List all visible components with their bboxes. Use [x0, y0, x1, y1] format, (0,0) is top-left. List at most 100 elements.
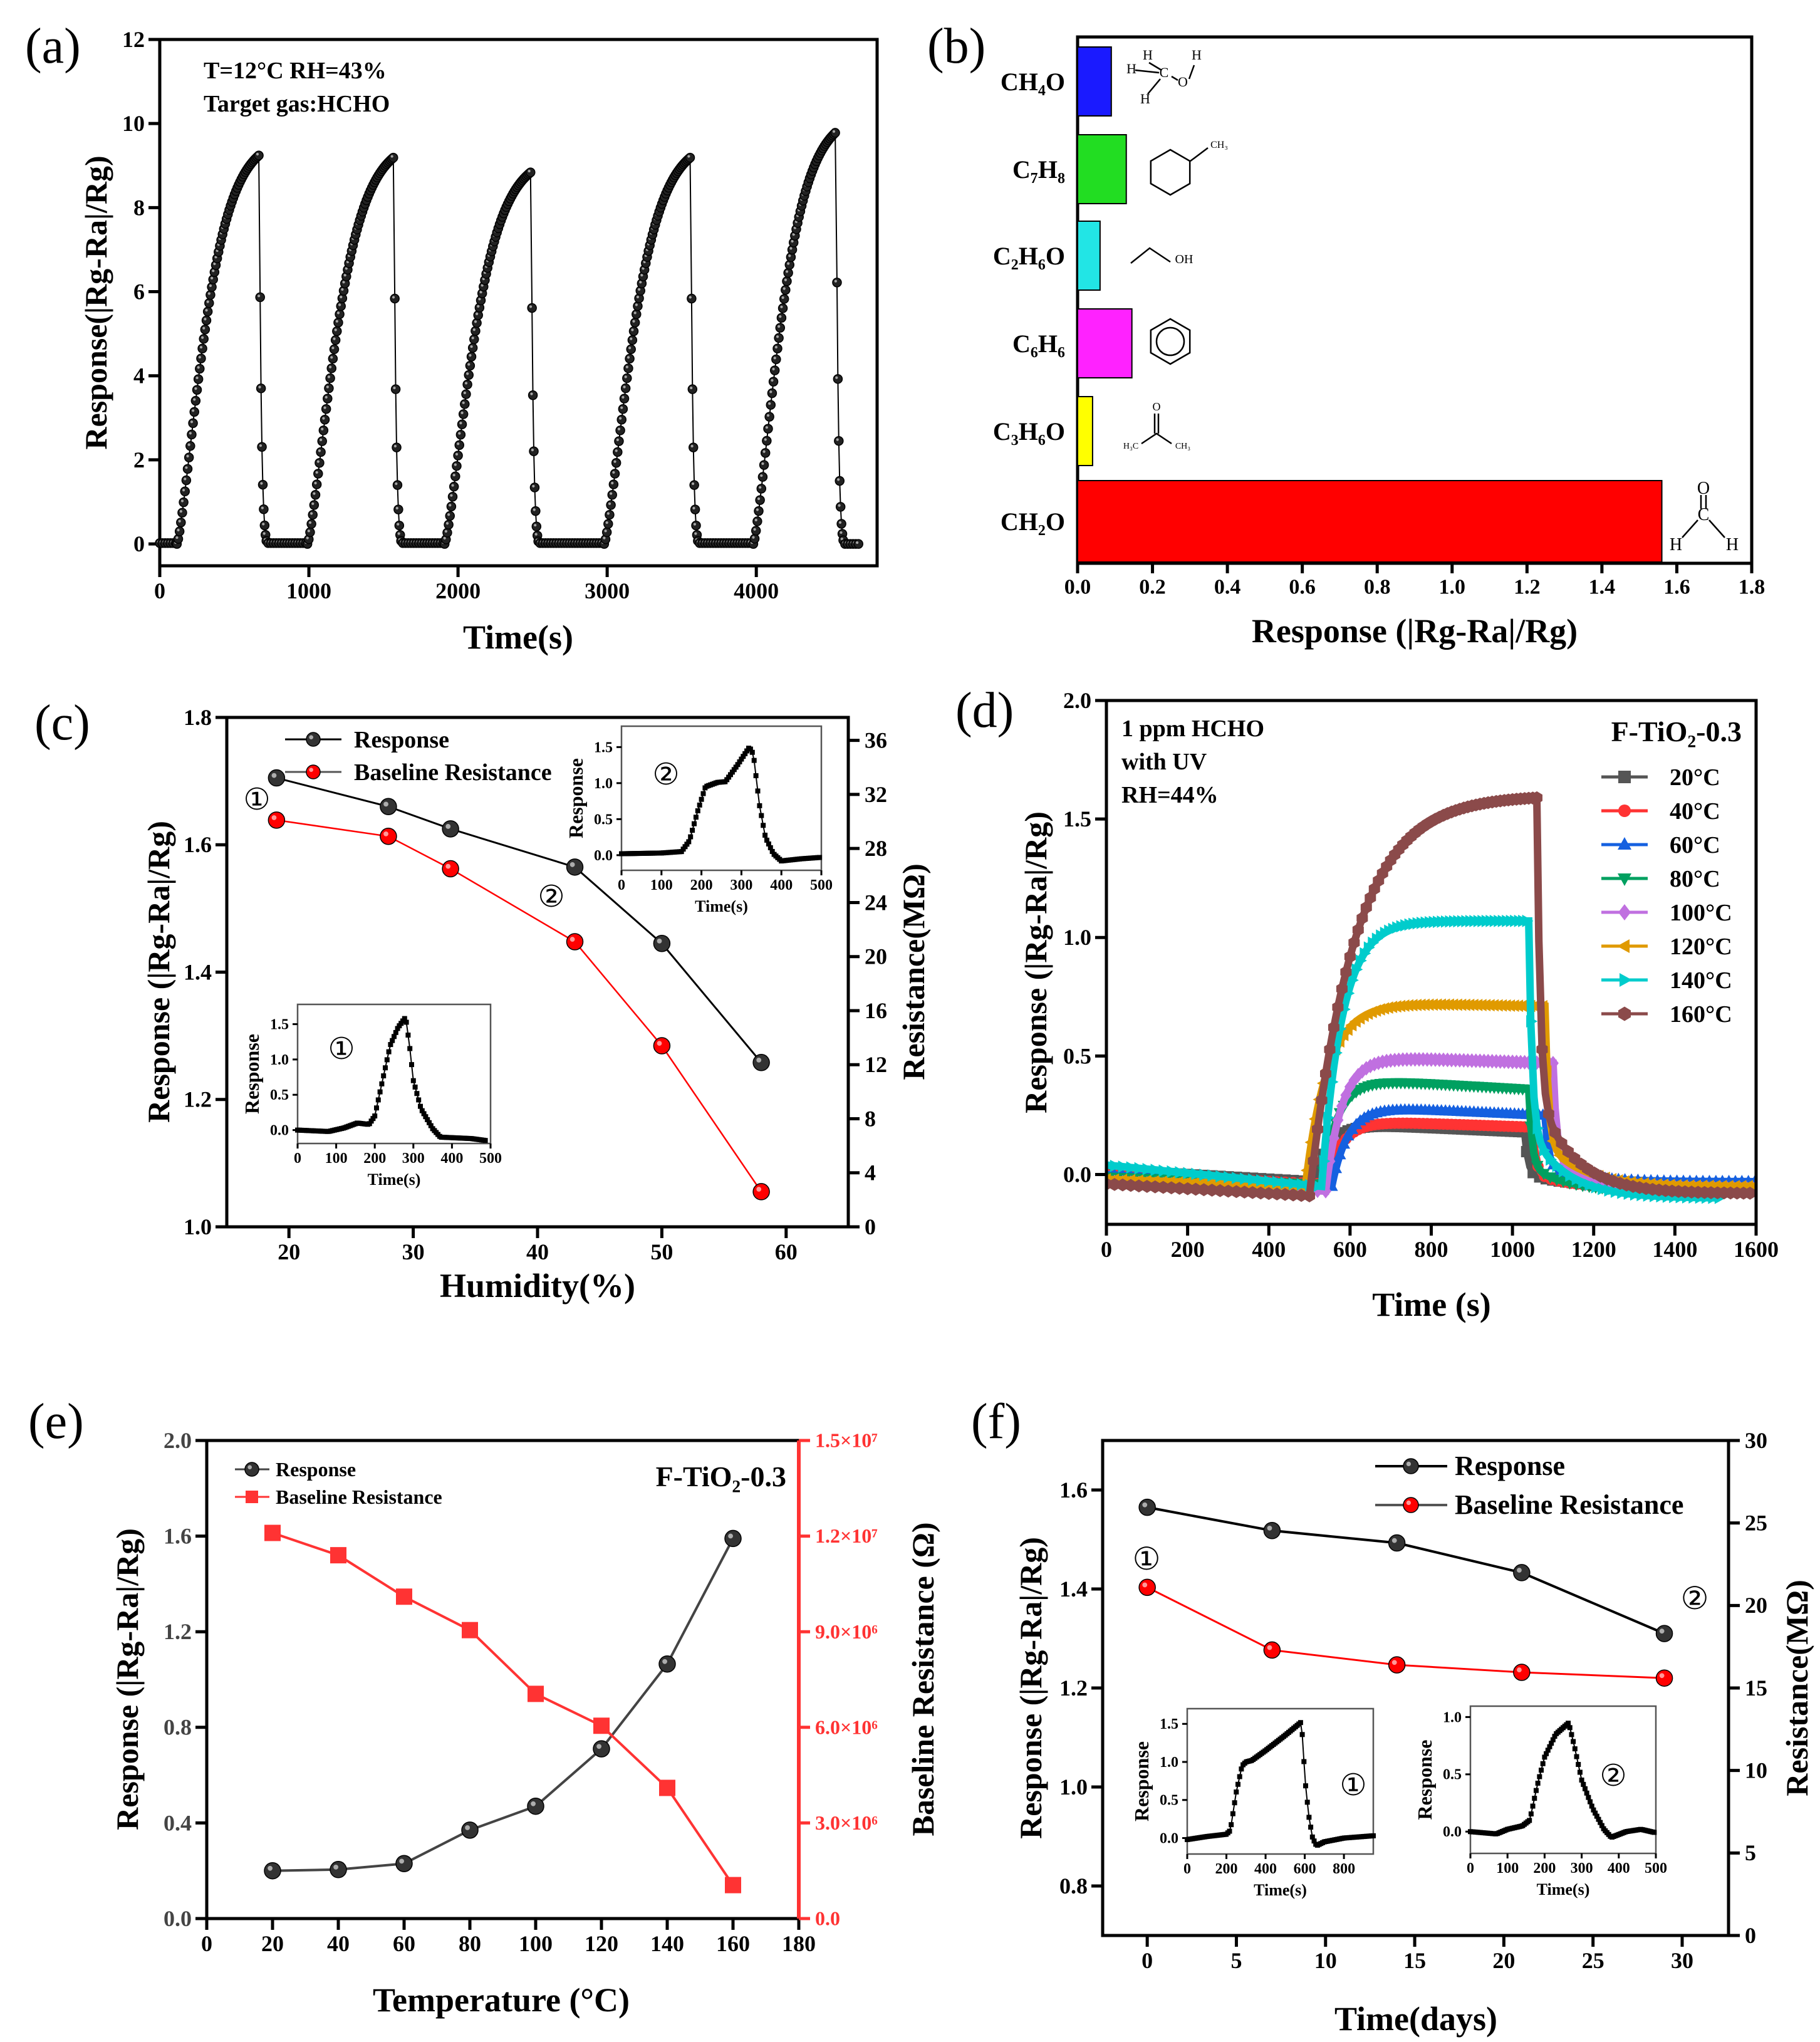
inset-point [1542, 1754, 1547, 1760]
data-point-highlight [457, 442, 460, 445]
inset-point [377, 1089, 383, 1095]
inset-point [724, 777, 730, 783]
inset-point [1306, 1815, 1312, 1820]
x-tick-label: 1600 [1734, 1237, 1779, 1262]
y2-tick-label: 0 [865, 1214, 876, 1239]
data-point-highlight [187, 443, 190, 446]
category-label: C₂H₆O [993, 242, 1065, 270]
data-point [1655, 1625, 1673, 1642]
bar-1 [1077, 134, 1127, 204]
x-tick-label: 0.0 [1064, 575, 1091, 598]
data-point [620, 383, 631, 393]
data-point [316, 447, 326, 457]
inset-x-title: Time(s) [368, 1170, 421, 1189]
data-point-highlight [455, 452, 459, 456]
x-tick-label: 1.6 [1663, 575, 1690, 598]
category-label: C₇H₈ [1012, 155, 1065, 184]
inset-point [728, 772, 733, 778]
data-point [749, 534, 760, 544]
data-point-highlight [443, 536, 446, 540]
inset-point [395, 1026, 400, 1031]
data-point-highlight [256, 152, 259, 156]
inset-point [374, 1105, 379, 1111]
bar-3 [1077, 308, 1133, 378]
inset-point [405, 1032, 411, 1038]
data-point [199, 334, 209, 344]
inset-point [767, 845, 773, 850]
marker-triangle-down [1537, 1169, 1550, 1180]
acetone-structure [1141, 414, 1172, 445]
data-point [605, 509, 615, 520]
y-tick-label: 1.0 [1063, 925, 1091, 950]
data-point-highlight [610, 492, 613, 495]
data-point [305, 527, 315, 538]
data-point-highlight [756, 508, 759, 511]
data-point-highlight [632, 320, 635, 323]
structure-atom-label: H [1143, 47, 1153, 63]
inset-point [418, 1103, 423, 1109]
legend-marker [306, 764, 321, 779]
data-point-highlight [459, 422, 462, 425]
x-tick-label: 60 [393, 1931, 415, 1956]
data-point-highlight [179, 510, 182, 513]
data-point-highlight [788, 254, 791, 258]
data-point-highlight [314, 481, 317, 485]
data-point [853, 539, 863, 549]
inset-x-title: Time(s) [695, 897, 748, 915]
inset-point [741, 754, 746, 759]
inset-label: ① [1339, 1769, 1366, 1802]
data-point-highlight [533, 508, 536, 511]
data-point-highlight [331, 346, 335, 350]
x-tick-label: 80 [459, 1931, 481, 1956]
data-point [690, 504, 700, 514]
data-point-highlight [657, 1041, 662, 1046]
data-point [336, 301, 346, 311]
inset-point [759, 813, 764, 818]
marker-triangle-right [1142, 1162, 1154, 1175]
inset-point [747, 746, 753, 752]
inset-2: 0 100 200 300 400 500 0.0 0.5 1.0 1.5 Time(s) Respo… [564, 725, 833, 915]
data-point-highlight [201, 336, 204, 339]
formaldehyde-structure [1682, 495, 1725, 538]
data-point [380, 828, 397, 845]
x-tick-label: 100 [1496, 1860, 1519, 1877]
marker-hexagon [1319, 1067, 1331, 1081]
x-axis-title: Humidity(%) [440, 1267, 635, 1305]
legend-label: 140°C [1670, 967, 1732, 994]
x-tick-label: 0.6 [1289, 575, 1316, 598]
y-tick-label: 2.0 [164, 1428, 192, 1453]
data-point-highlight [611, 481, 614, 485]
data-point [447, 492, 458, 502]
x-tick-label: 20 [261, 1931, 284, 1956]
inset-point [1566, 1721, 1571, 1726]
data-point [777, 303, 788, 313]
y-tick-label: 0.5 [1063, 1043, 1091, 1068]
inset-point [403, 1019, 409, 1025]
data-point-highlight [690, 386, 693, 390]
inset-point [393, 1029, 398, 1035]
y-axis-title: Response (|Rg-Ra|/Rg) [1013, 1537, 1048, 1839]
marker-triangle-left [1559, 1155, 1571, 1168]
data-point [752, 1054, 770, 1071]
data-point [177, 508, 187, 518]
data-point [330, 1547, 346, 1564]
data-point [616, 414, 627, 425]
marker-diamond [1319, 1184, 1331, 1199]
data-point [1655, 1669, 1673, 1687]
data-point [835, 502, 846, 512]
marker-hexagon [1316, 1093, 1328, 1107]
marker-triangle-right [1522, 914, 1534, 927]
data-point [1388, 1534, 1406, 1552]
data-point [204, 298, 214, 308]
inset-label: ② [652, 758, 679, 791]
marker-triangle-right [1323, 1111, 1335, 1124]
x-tick-label: 40 [327, 1931, 350, 1956]
methanol-structure [1135, 61, 1195, 95]
inset-point [753, 773, 759, 779]
data-point-highlight [757, 497, 761, 501]
marker-triangle-right [1158, 1164, 1170, 1177]
data-point-highlight [206, 300, 209, 303]
data-point-highlight [199, 346, 203, 349]
x-tick-label: 0 [201, 1931, 212, 1956]
bar-2 [1077, 221, 1101, 291]
